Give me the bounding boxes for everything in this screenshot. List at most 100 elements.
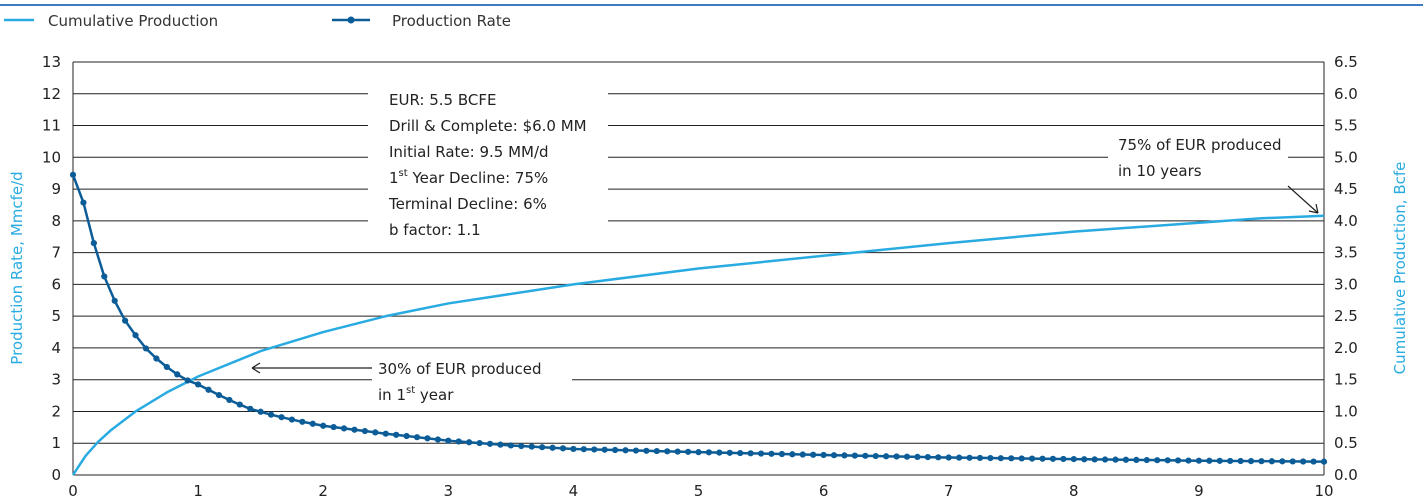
y-right-tick-label: 3.5	[1334, 244, 1358, 262]
production-rate-point	[90, 239, 97, 247]
production-rate-point	[309, 420, 316, 427]
production-rate-point	[257, 408, 264, 415]
production-rate-point	[591, 446, 598, 453]
y-right-tick-label: 0.5	[1334, 434, 1358, 452]
y-right-axis-title: Cumulative Production, Bcfe	[1391, 162, 1409, 375]
production-rate-point	[1279, 458, 1286, 465]
annotation-first-year-line1: 30% of EUR produced	[378, 360, 542, 378]
production-rate-point	[924, 454, 931, 461]
production-rate-point	[1070, 456, 1077, 463]
y-left-tick-label: 5	[51, 307, 61, 325]
legend-rate-marker	[347, 16, 355, 24]
y-right-tick-label: 1.5	[1334, 371, 1358, 389]
production-rate-point	[226, 396, 233, 404]
x-tick-label: 8	[1069, 482, 1079, 500]
production-rate-point	[215, 391, 223, 399]
production-rate-point	[361, 427, 368, 435]
x-tick-label: 0	[68, 482, 78, 500]
production-rate-point	[299, 418, 306, 425]
annotation-ten-years-arrowhead	[1308, 203, 1319, 214]
production-rate-point	[518, 442, 525, 450]
x-tick-label: 5	[694, 482, 704, 500]
y-right-tick-label: 4.5	[1334, 180, 1358, 198]
production-rate-point	[893, 453, 900, 460]
x-tick-label: 9	[1194, 482, 1204, 500]
production-rate-point	[903, 453, 911, 460]
y-left-tick-label: 9	[51, 180, 61, 198]
production-rate-point	[413, 434, 421, 441]
y-right-tick-label: 3.0	[1334, 275, 1358, 293]
production-rate-point	[976, 454, 984, 462]
production-rate-point	[393, 431, 400, 438]
production-rate-point	[1008, 455, 1015, 462]
production-rate-point	[810, 451, 817, 458]
production-rate-point	[1091, 456, 1098, 463]
legend-rate-label: Production Rate	[392, 12, 511, 30]
production-rate-point	[1216, 457, 1223, 464]
y-right-tick-label: 6.0	[1334, 85, 1358, 103]
annotation-first-year: 30% of EUR produced in 1st year	[251, 356, 572, 406]
production-rate-point	[695, 449, 702, 456]
y-left-tick-label: 6	[51, 275, 61, 293]
production-rate-point	[1154, 457, 1161, 464]
production-rate-point	[1164, 457, 1171, 464]
production-rate-point	[278, 414, 285, 421]
production-rate-point	[1029, 455, 1036, 462]
production-rate-point	[1143, 456, 1150, 464]
production-rate-point	[1133, 456, 1140, 464]
y-right-tick-label: 1.0	[1334, 402, 1358, 420]
info-b-factor: b factor: 1.1	[389, 221, 481, 239]
y-left-tick-label: 4	[51, 339, 61, 357]
annotation-ten-years: 75% of EUR produced in 10 years	[1108, 132, 1319, 214]
production-rate-point	[778, 450, 786, 458]
production-rate-point	[914, 453, 921, 460]
production-rate-point	[1049, 455, 1057, 462]
production-rate-point	[1247, 458, 1255, 465]
production-rate-point	[101, 273, 108, 280]
production-rate-point	[653, 447, 660, 455]
production-rate-point	[1289, 458, 1296, 465]
production-rate-point	[956, 454, 963, 461]
production-rate-point	[539, 444, 546, 451]
annotation-first-year-bg	[372, 356, 572, 406]
x-tick-label: 10	[1314, 482, 1333, 500]
production-rate-point	[987, 454, 994, 462]
y-left-axis-title: Production Rate, Mmcfe/d	[8, 171, 26, 364]
annotation-ten-years-arrow	[1287, 185, 1319, 214]
x-tick-label: 6	[819, 482, 829, 500]
production-rate-point	[476, 439, 483, 447]
production-rate-point	[497, 441, 504, 448]
production-rate-point	[507, 442, 514, 449]
annotation-ten-years-line2: in 10 years	[1118, 162, 1202, 180]
y-left-tick-label: 8	[51, 212, 61, 230]
production-rate-point	[1300, 458, 1307, 465]
production-rate-point	[674, 448, 681, 455]
production-rate-point	[1060, 455, 1067, 463]
production-rate-point	[142, 345, 150, 352]
y-right-tick-label: 4.0	[1334, 212, 1358, 230]
series-cumulative-production-line	[71, 214, 1325, 476]
production-rate-point	[851, 452, 858, 459]
info-first-year-decline: 1st Year Decline: 75%	[389, 168, 548, 187]
production-rate-point	[1112, 456, 1119, 463]
x-tick-label: 1	[193, 482, 203, 500]
production-rate-point	[966, 454, 973, 461]
production-rate-point	[820, 451, 827, 459]
production-rate-point	[1206, 457, 1213, 464]
production-rate-point	[862, 452, 869, 459]
y-left-tick-label: 13	[42, 53, 61, 71]
production-rate-point	[403, 432, 410, 440]
production-rate-point	[132, 332, 139, 339]
x-tick-label: 3	[444, 482, 454, 500]
production-rate-point	[1237, 457, 1244, 465]
y-left-tick-label: 0	[51, 466, 61, 484]
production-rate-point	[174, 371, 181, 378]
y-right-tick-label: 6.5	[1334, 53, 1358, 71]
y-left-tick-label: 11	[42, 117, 61, 135]
production-rate-point	[1258, 458, 1265, 465]
production-rate-point	[549, 444, 556, 451]
y-right-tick-label: 0.0	[1334, 466, 1358, 484]
info-box: EUR: 5.5 BCFE Drill & Complete: $6.0 MM …	[368, 84, 608, 240]
